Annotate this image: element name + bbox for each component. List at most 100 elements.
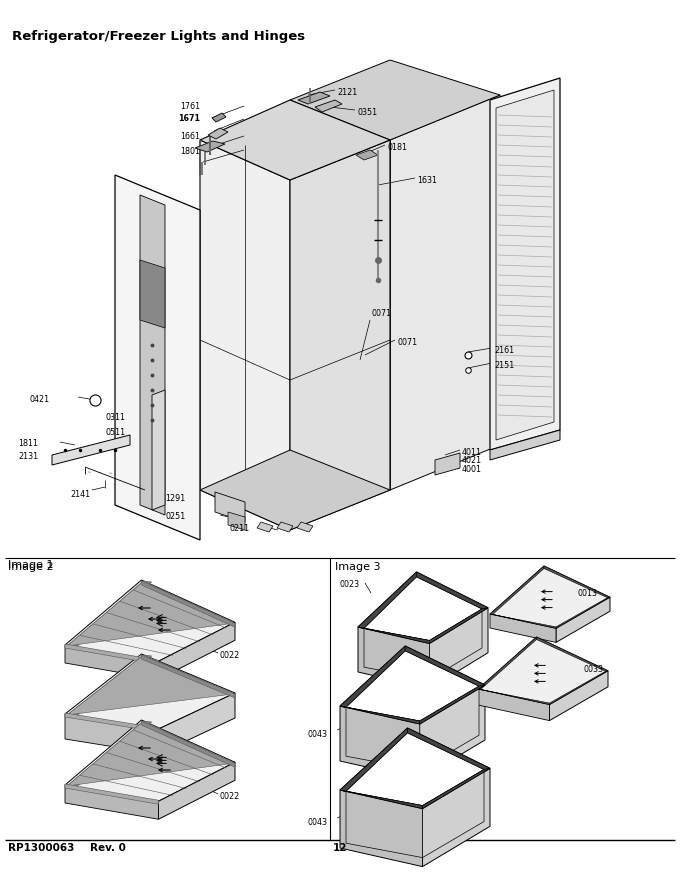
Polygon shape <box>67 581 152 648</box>
Polygon shape <box>158 693 235 754</box>
Polygon shape <box>141 721 235 767</box>
Text: 0022: 0022 <box>220 651 240 660</box>
Polygon shape <box>140 195 165 515</box>
Text: 0181: 0181 <box>387 143 407 152</box>
Text: 0071: 0071 <box>372 309 392 318</box>
Polygon shape <box>257 522 273 532</box>
Polygon shape <box>478 637 537 690</box>
Polygon shape <box>140 260 165 328</box>
Text: 0251: 0251 <box>165 512 185 521</box>
Text: Image 3: Image 3 <box>335 562 381 572</box>
Polygon shape <box>490 614 556 628</box>
Polygon shape <box>65 644 158 664</box>
Text: 1291: 1291 <box>165 494 185 503</box>
Text: 0022: 0022 <box>220 792 240 801</box>
Polygon shape <box>537 637 608 671</box>
Text: 1631: 1631 <box>417 176 437 185</box>
Polygon shape <box>430 609 482 679</box>
Polygon shape <box>340 646 405 707</box>
Polygon shape <box>340 728 407 791</box>
Polygon shape <box>390 95 500 490</box>
Polygon shape <box>315 100 342 112</box>
Polygon shape <box>212 113 226 122</box>
Polygon shape <box>141 581 235 627</box>
Polygon shape <box>200 450 390 530</box>
Polygon shape <box>215 492 245 522</box>
Text: 0071: 0071 <box>397 338 417 347</box>
Polygon shape <box>208 128 228 139</box>
Text: 0511: 0511 <box>105 428 125 437</box>
Polygon shape <box>490 78 560 450</box>
Polygon shape <box>346 733 484 805</box>
Polygon shape <box>346 651 479 721</box>
Polygon shape <box>346 707 420 770</box>
Polygon shape <box>228 512 245 530</box>
Polygon shape <box>67 655 233 715</box>
Polygon shape <box>158 762 235 819</box>
Polygon shape <box>364 577 482 640</box>
Text: Image 2: Image 2 <box>8 562 54 572</box>
Polygon shape <box>420 685 485 779</box>
Polygon shape <box>115 175 200 540</box>
Text: 0043: 0043 <box>308 730 328 739</box>
Polygon shape <box>298 92 330 104</box>
Polygon shape <box>67 721 152 788</box>
Polygon shape <box>141 655 235 698</box>
Polygon shape <box>65 785 158 819</box>
Text: 4011: 4011 <box>462 448 482 457</box>
Polygon shape <box>407 728 490 769</box>
Text: 1661: 1661 <box>180 132 200 141</box>
Polygon shape <box>200 140 290 530</box>
Text: 0351: 0351 <box>357 108 377 117</box>
Polygon shape <box>158 622 235 679</box>
Polygon shape <box>478 689 549 721</box>
Polygon shape <box>65 720 235 801</box>
Polygon shape <box>152 390 165 510</box>
Polygon shape <box>358 627 430 689</box>
Text: 2151: 2151 <box>494 361 514 370</box>
Polygon shape <box>420 685 485 724</box>
Polygon shape <box>67 721 233 786</box>
Polygon shape <box>364 628 430 679</box>
Text: 0033: 0033 <box>584 665 604 674</box>
Text: 2121: 2121 <box>337 88 357 97</box>
Polygon shape <box>340 790 422 867</box>
Polygon shape <box>358 572 416 628</box>
Polygon shape <box>490 566 544 615</box>
Polygon shape <box>200 100 390 180</box>
Polygon shape <box>356 150 378 160</box>
Text: 0043: 0043 <box>308 818 328 827</box>
Polygon shape <box>67 655 152 717</box>
Polygon shape <box>490 566 610 628</box>
Polygon shape <box>297 522 313 532</box>
Polygon shape <box>478 637 608 705</box>
Text: Rev. 0: Rev. 0 <box>90 843 126 853</box>
Polygon shape <box>52 435 130 465</box>
Polygon shape <box>65 784 158 804</box>
Text: 4001: 4001 <box>462 465 482 474</box>
Polygon shape <box>65 654 235 729</box>
Polygon shape <box>549 671 608 705</box>
Polygon shape <box>435 453 460 475</box>
Polygon shape <box>67 581 233 646</box>
Polygon shape <box>277 522 293 532</box>
Polygon shape <box>346 791 422 857</box>
Polygon shape <box>340 706 420 779</box>
Polygon shape <box>340 706 420 724</box>
Polygon shape <box>65 645 158 679</box>
Polygon shape <box>65 714 158 754</box>
Polygon shape <box>496 90 554 440</box>
Text: Refrigerator/Freezer Lights and Hinges: Refrigerator/Freezer Lights and Hinges <box>12 30 305 43</box>
Text: 0023: 0023 <box>340 580 360 589</box>
Text: RP1300063: RP1300063 <box>8 843 74 853</box>
Text: 1811: 1811 <box>18 439 38 448</box>
Polygon shape <box>290 140 390 530</box>
Polygon shape <box>478 689 549 705</box>
Text: 0421: 0421 <box>30 395 50 404</box>
Polygon shape <box>340 790 422 809</box>
Text: Image 1: Image 1 <box>8 560 54 570</box>
Polygon shape <box>65 580 235 662</box>
Text: 12: 12 <box>333 843 347 853</box>
Polygon shape <box>420 686 479 770</box>
Polygon shape <box>422 768 490 867</box>
